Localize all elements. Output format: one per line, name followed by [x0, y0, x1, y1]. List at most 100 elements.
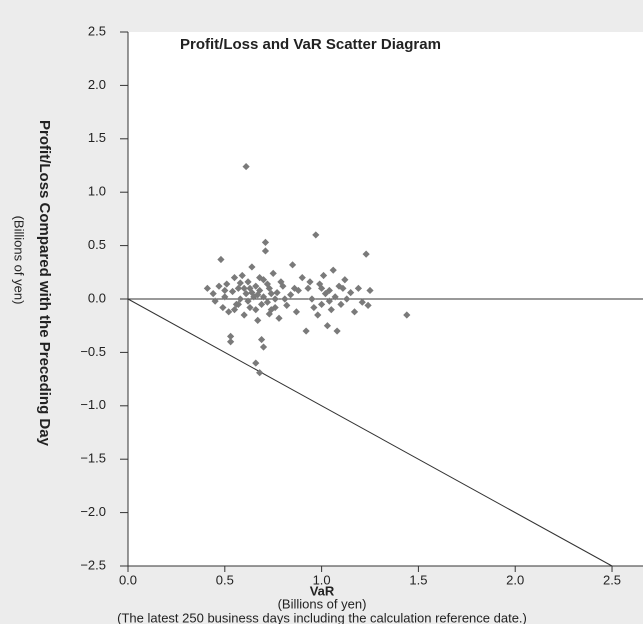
point [225, 308, 233, 316]
point [221, 293, 229, 301]
point [259, 293, 268, 301]
point [257, 300, 266, 308]
x-axis-sublabel: (Billions of yen) [278, 596, 367, 611]
point [263, 298, 271, 306]
point [364, 301, 372, 310]
point [254, 316, 262, 324]
point [211, 297, 219, 305]
point [310, 303, 318, 312]
y-tick-label: 1.0 [88, 184, 106, 199]
point [228, 287, 237, 296]
point [248, 288, 256, 297]
point [362, 250, 370, 258]
y-tick-label: 1.5 [88, 130, 106, 145]
point [221, 286, 229, 295]
point [298, 274, 306, 282]
point [275, 314, 283, 322]
point [337, 300, 345, 308]
point [230, 306, 239, 314]
point [281, 295, 289, 303]
point [252, 282, 260, 290]
point [333, 327, 341, 335]
y-tick-label: 0.0 [88, 290, 106, 305]
point [263, 280, 271, 288]
point [209, 290, 217, 298]
y-tick-label: 0.5 [88, 237, 106, 252]
point [265, 310, 273, 318]
point [339, 284, 347, 292]
x-axis-label: VaR [310, 583, 335, 598]
x-tick-label: 1.5 [409, 572, 427, 587]
y-tick-label: 2.5 [88, 23, 106, 38]
point [236, 295, 244, 303]
point [316, 280, 324, 288]
point [261, 238, 270, 246]
point [246, 303, 254, 312]
point [267, 290, 275, 298]
y-axis-label: Profit/Loss Compared with the Preceding … [36, 120, 53, 447]
point [403, 311, 411, 319]
point [248, 263, 256, 271]
point [325, 286, 333, 295]
y-tick-label: −1.0 [80, 397, 106, 412]
point [283, 301, 291, 310]
point [292, 308, 301, 316]
y-tick-label: −1.5 [80, 451, 106, 466]
point [308, 295, 316, 303]
point [203, 284, 211, 292]
y-tick-label: −2.5 [80, 557, 106, 572]
point [366, 286, 374, 295]
point [350, 308, 359, 316]
point [341, 276, 349, 284]
point [256, 369, 264, 377]
point [219, 303, 227, 312]
point [306, 278, 314, 286]
point [319, 271, 328, 280]
point [304, 284, 312, 292]
y-tick-label: −2.0 [80, 504, 106, 519]
point [318, 284, 326, 292]
point [252, 359, 260, 367]
x-tick-label: 0.0 [119, 572, 137, 587]
point [242, 290, 250, 298]
y-tick-label: −0.5 [80, 344, 106, 359]
point [323, 322, 332, 330]
point [238, 271, 246, 280]
point [254, 291, 262, 299]
x-tick-label: 0.5 [216, 572, 234, 587]
var-line [127, 298, 613, 567]
point [223, 280, 231, 288]
point [242, 162, 250, 171]
point [252, 306, 260, 314]
point [325, 297, 333, 305]
point [347, 288, 355, 297]
point [314, 311, 322, 319]
point [234, 300, 242, 308]
point [256, 274, 264, 282]
point [227, 338, 235, 346]
point [240, 311, 248, 319]
point [343, 295, 351, 303]
point [230, 274, 239, 282]
point [244, 278, 252, 286]
point [269, 269, 277, 277]
point [358, 298, 366, 306]
point [217, 255, 225, 264]
point [271, 303, 279, 312]
note: (The latest 250 business days including … [117, 610, 527, 624]
point [250, 293, 258, 301]
point [327, 306, 335, 314]
y-axis-sublabel: (Billions of yen) [12, 216, 27, 305]
point [302, 327, 310, 335]
point [261, 247, 270, 255]
point [312, 231, 320, 239]
point [354, 284, 362, 292]
point [287, 291, 295, 299]
point [234, 284, 242, 292]
point [331, 293, 339, 301]
x-tick-label: 2.5 [603, 572, 621, 587]
point [290, 284, 299, 292]
point [246, 284, 254, 292]
point [215, 282, 223, 290]
point [271, 295, 279, 303]
